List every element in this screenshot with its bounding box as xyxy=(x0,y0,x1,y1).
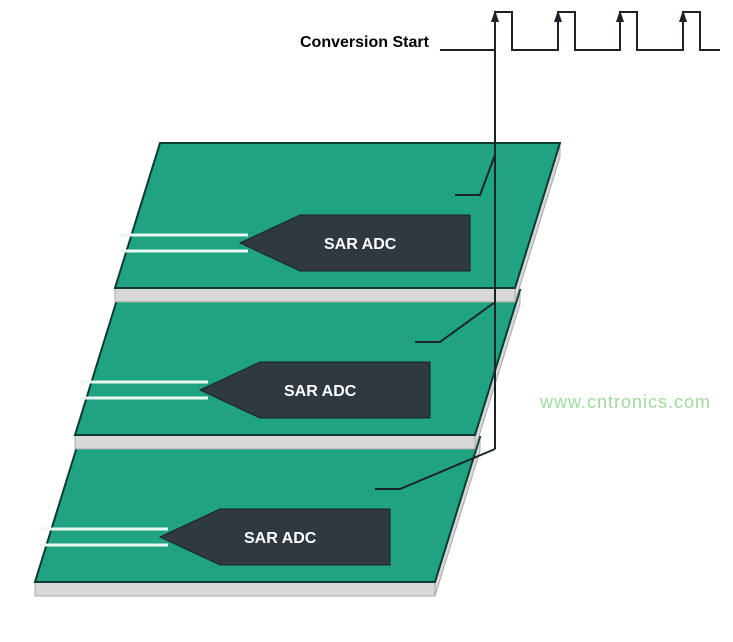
watermark-text: www.cntronics.com xyxy=(540,392,711,413)
chip-label: SAR ADC xyxy=(284,383,357,400)
adc-board: SAR ADC xyxy=(35,437,495,596)
chip-label: SAR ADC xyxy=(244,530,317,547)
chip-label: SAR ADC xyxy=(324,236,397,253)
diagram-svg: SAR ADC SAR ADC SAR ADC xyxy=(0,0,733,642)
diagram-container: SAR ADC SAR ADC SAR ADC Conversion Start w… xyxy=(0,0,733,642)
conversion-start-label: Conversion Start xyxy=(300,34,429,52)
pulse-train xyxy=(440,12,720,50)
adc-board: SAR ADC xyxy=(75,290,520,449)
adc-board: SAR ADC xyxy=(115,143,560,302)
